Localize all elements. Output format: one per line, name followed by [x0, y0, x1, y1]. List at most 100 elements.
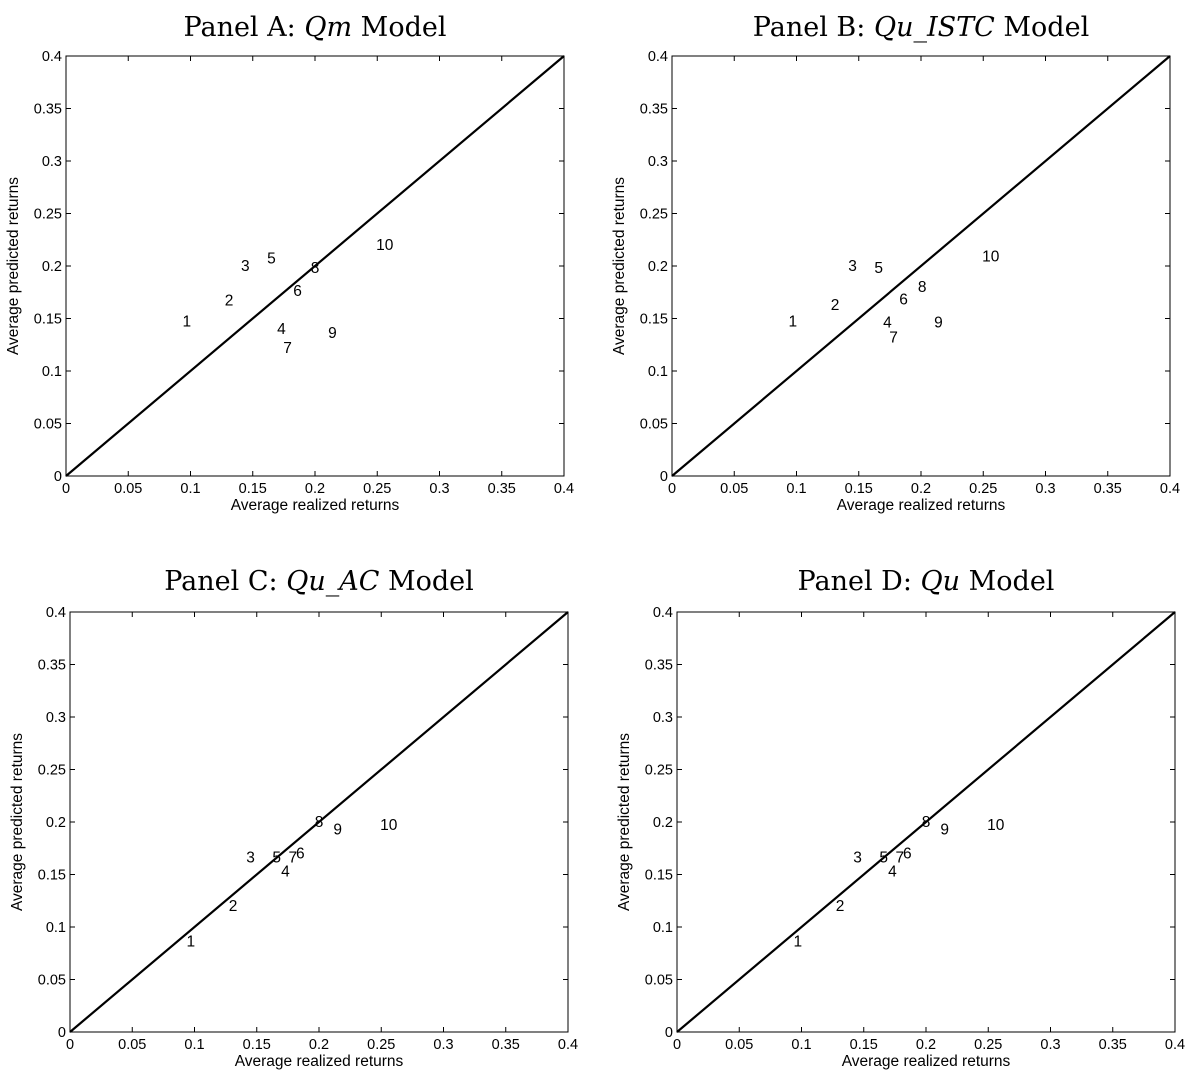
title-prefix: Panel C:	[164, 566, 286, 597]
data-point-label: 9	[333, 821, 342, 838]
x-tick-label: 0.35	[1099, 1037, 1127, 1053]
title-suffix: Model	[995, 12, 1089, 43]
x-tick-label: 0.05	[118, 1037, 146, 1053]
y-tick-label: 0.05	[640, 417, 668, 433]
data-point-label: 2	[836, 898, 845, 915]
data-point-label: 4	[281, 863, 290, 880]
data-point-label: 10	[380, 817, 398, 834]
x-tick-label: 0.25	[969, 481, 997, 497]
reference-45-degree-line	[69, 611, 569, 1033]
y-axis-label: Average predicted returns	[5, 177, 22, 355]
x-tick-label: 0.2	[916, 1037, 936, 1053]
reference-45-degree-line	[676, 611, 1176, 1033]
title-suffix: Model	[379, 566, 473, 597]
data-point-label: 7	[889, 329, 898, 346]
x-tick-label: 0.25	[367, 1037, 395, 1053]
data-point-label: 5	[879, 850, 888, 867]
y-tick-label: 0.3	[653, 710, 673, 726]
y-tick-label: 0	[660, 469, 668, 485]
title-model-name: Qu	[874, 12, 914, 43]
data-point-label: 8	[922, 814, 931, 831]
data-point-label: 1	[186, 934, 195, 951]
y-tick-label: 0.4	[648, 49, 668, 65]
x-tick-label: 0.1	[791, 1037, 811, 1053]
x-tick-label: 0.15	[239, 481, 267, 497]
x-tick-label: 0.4	[1165, 1037, 1185, 1053]
x-tick-label: 0	[673, 1037, 681, 1053]
y-tick-label: 0.3	[648, 154, 668, 170]
y-tick-label: 0.35	[645, 658, 673, 674]
data-point-label: 2	[831, 297, 840, 314]
data-point-label: 1	[182, 314, 191, 331]
x-tick-label: 0.1	[184, 1037, 204, 1053]
data-point-label: 10	[987, 817, 1005, 834]
y-tick-label: 0.4	[46, 605, 66, 621]
y-tick-label: 0.05	[38, 973, 66, 989]
x-axis-label: Average realized returns	[842, 1053, 1011, 1070]
title-prefix: Panel A:	[184, 12, 305, 43]
x-tick-label: 0.2	[911, 481, 931, 497]
x-axis-label: Average realized returns	[235, 1053, 404, 1070]
y-tick-label: 0.15	[34, 312, 62, 328]
x-tick-label: 0	[62, 481, 70, 497]
title-suffix: Model	[352, 12, 446, 43]
data-point-label: 6	[903, 846, 912, 863]
x-tick-label: 0.2	[305, 481, 325, 497]
reference-45-degree-line	[671, 55, 1171, 477]
data-point-label: 6	[293, 283, 302, 300]
y-tick-label: 0.3	[46, 710, 66, 726]
y-tick-label: 0.1	[653, 920, 673, 936]
data-point-label: 4	[277, 321, 286, 338]
x-tick-label: 0.15	[845, 481, 873, 497]
y-tick-label: 0.1	[46, 920, 66, 936]
x-tick-label: 0.4	[1160, 481, 1180, 497]
data-point-label: 3	[241, 258, 250, 275]
y-tick-label: 0.2	[653, 815, 673, 831]
data-point-label: 6	[296, 846, 305, 863]
y-tick-label: 0.2	[42, 259, 62, 275]
title-underscore: _	[326, 566, 340, 597]
data-point-label: 4	[883, 315, 892, 332]
title-prefix: Panel D:	[798, 566, 921, 597]
y-tick-label: 0.35	[34, 102, 62, 118]
x-tick-label: 0.1	[180, 481, 200, 497]
x-tick-label: 0.3	[1035, 481, 1055, 497]
y-tick-label: 0	[665, 1025, 673, 1041]
y-tick-label: 0.15	[645, 868, 673, 884]
chart-title: Panel D: Qu Model	[798, 566, 1055, 597]
y-tick-label: 0.4	[653, 605, 673, 621]
y-tick-label: 0	[58, 1025, 66, 1041]
x-tick-label: 0.35	[488, 481, 516, 497]
title-model-name: AC	[336, 566, 379, 597]
y-tick-label: 0.2	[46, 815, 66, 831]
x-tick-label: 0.2	[309, 1037, 329, 1053]
chart-title: Panel C: Qu_AC Model	[164, 566, 474, 597]
x-axis-label: Average realized returns	[231, 497, 400, 514]
data-point-label: 6	[899, 292, 908, 309]
data-point-label: 8	[315, 814, 324, 831]
data-point-label: 2	[229, 898, 238, 915]
reference-45-degree-line	[65, 55, 565, 477]
x-tick-label: 0.3	[1040, 1037, 1060, 1053]
data-point-label: 7	[289, 850, 298, 867]
title-underscore: _	[913, 12, 927, 43]
title-model-name: Qm	[304, 12, 352, 43]
y-tick-label: 0.15	[38, 868, 66, 884]
data-point-label: 2	[225, 293, 234, 310]
data-point-label: 9	[934, 315, 943, 332]
y-tick-label: 0.3	[42, 154, 62, 170]
data-point-label: 7	[896, 850, 905, 867]
x-axis-label: Average realized returns	[837, 497, 1006, 514]
y-tick-label: 0	[54, 469, 62, 485]
x-tick-label: 0.3	[429, 481, 449, 497]
x-tick-label: 0.15	[850, 1037, 878, 1053]
x-tick-label: 0	[668, 481, 676, 497]
title-model-name: ISTC	[926, 12, 995, 43]
x-tick-label: 0.1	[786, 481, 806, 497]
y-tick-label: 0.1	[648, 364, 668, 380]
data-point-label: 5	[272, 850, 281, 867]
